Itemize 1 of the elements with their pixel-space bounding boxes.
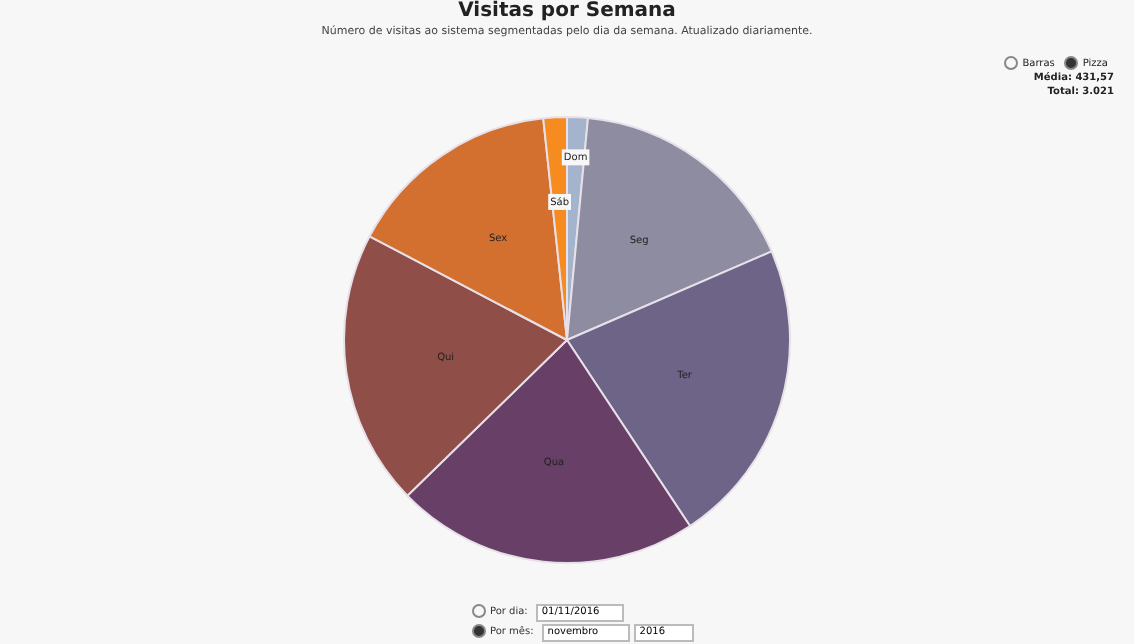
chart-title: Visitas por Semana xyxy=(456,0,678,22)
